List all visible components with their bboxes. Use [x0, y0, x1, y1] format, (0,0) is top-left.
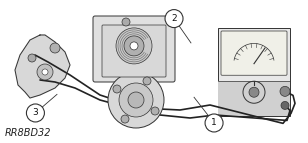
- Circle shape: [26, 104, 44, 122]
- Circle shape: [281, 101, 289, 109]
- Circle shape: [108, 72, 164, 128]
- Circle shape: [113, 85, 121, 93]
- Circle shape: [121, 115, 129, 123]
- Circle shape: [165, 10, 183, 28]
- Text: 1: 1: [211, 119, 217, 127]
- Circle shape: [249, 87, 259, 97]
- Circle shape: [42, 69, 48, 75]
- Circle shape: [243, 81, 265, 103]
- Circle shape: [205, 114, 223, 132]
- Circle shape: [128, 92, 144, 108]
- Circle shape: [37, 64, 53, 80]
- FancyBboxPatch shape: [221, 31, 287, 75]
- Circle shape: [119, 83, 153, 117]
- Circle shape: [151, 107, 159, 115]
- Circle shape: [28, 54, 36, 62]
- Text: 3: 3: [33, 109, 38, 117]
- Circle shape: [116, 28, 152, 64]
- FancyBboxPatch shape: [218, 28, 290, 116]
- Circle shape: [130, 42, 138, 50]
- Circle shape: [50, 43, 60, 53]
- Text: RR8BD32: RR8BD32: [5, 128, 51, 138]
- Circle shape: [124, 36, 144, 56]
- Text: 2: 2: [171, 14, 177, 23]
- FancyBboxPatch shape: [93, 16, 175, 82]
- Circle shape: [280, 86, 290, 96]
- Bar: [218, 81, 290, 116]
- Circle shape: [122, 18, 130, 26]
- FancyBboxPatch shape: [102, 25, 166, 77]
- Polygon shape: [15, 35, 70, 98]
- Circle shape: [143, 77, 151, 85]
